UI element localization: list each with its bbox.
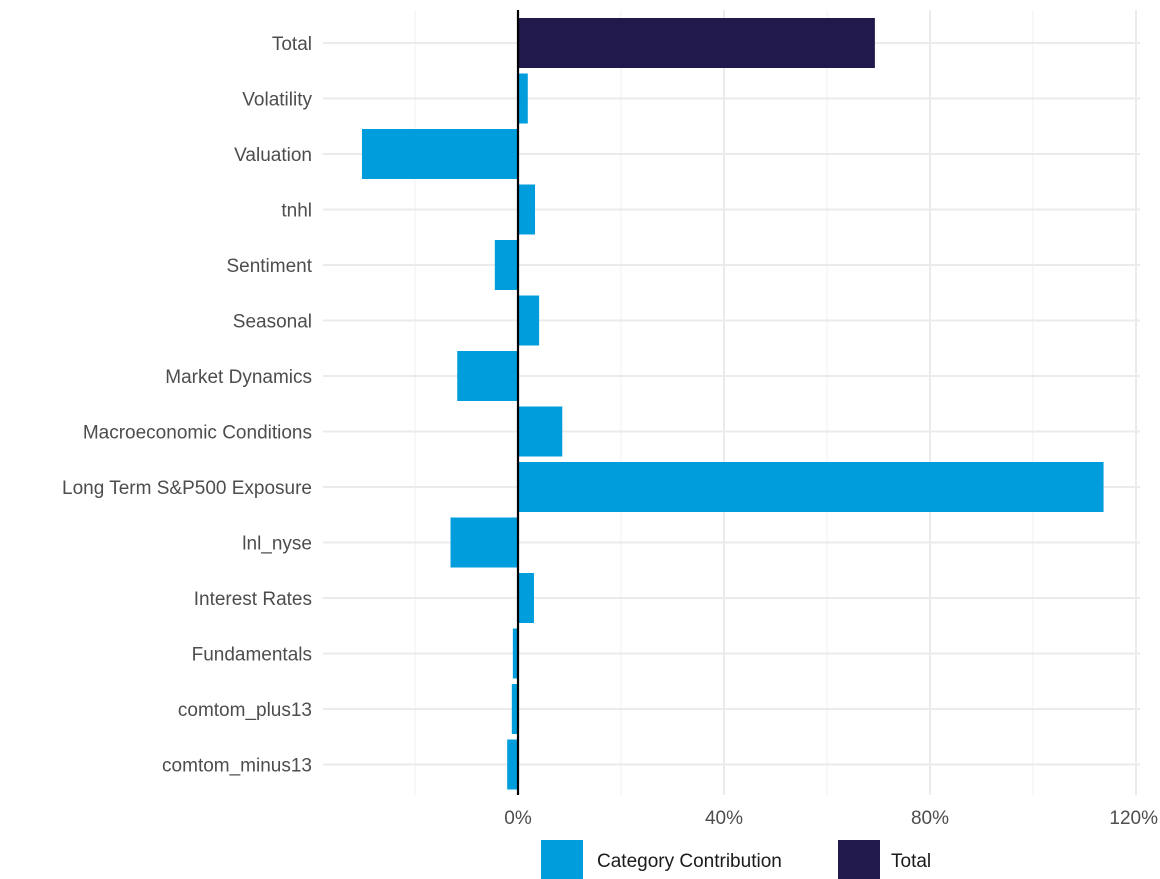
- bar-long-term-s-p500-exposure: [518, 462, 1104, 512]
- legend-key: [541, 840, 583, 879]
- category-label: Macroeconomic Conditions: [83, 423, 312, 444]
- bar-fundamentals: [512, 628, 518, 679]
- category-label: Long Term S&P500 Exposure: [62, 478, 312, 499]
- category-label: Seasonal: [233, 312, 312, 333]
- bars: [361, 18, 1104, 790]
- bar-tnhl: [518, 184, 535, 235]
- x-tick-label: 40%: [705, 808, 743, 829]
- category-label: lnl_nyse: [242, 534, 312, 555]
- bar-comtom-minus13: [507, 739, 518, 790]
- category-label: Volatility: [242, 90, 312, 111]
- category-label: Fundamentals: [192, 645, 312, 666]
- bar-macroeconomic-conditions: [518, 406, 563, 457]
- bar-sentiment: [494, 240, 518, 290]
- bar-lnl-nyse: [450, 517, 518, 568]
- bar-comtom-plus13: [511, 684, 518, 734]
- category-label: Valuation: [234, 145, 312, 166]
- legend-label: Category Contribution: [597, 851, 782, 872]
- major-gridlines: [323, 10, 1140, 795]
- category-label: Market Dynamics: [165, 367, 312, 388]
- bar-market-dynamics: [457, 351, 518, 401]
- category-labels: Total Volatility Valuation tnhl Sentiment Sea…: [62, 34, 313, 777]
- bar-total: [518, 18, 875, 68]
- category-label: comtom_plus13: [178, 700, 312, 721]
- minor-gridlines: [414, 10, 1034, 795]
- x-tick-label: 0%: [504, 808, 532, 829]
- bar-seasonal: [518, 295, 540, 346]
- category-label: tnhl: [281, 201, 312, 222]
- bar-interest-rates: [518, 573, 534, 623]
- x-tick-label: 120%: [1109, 808, 1158, 829]
- x-tick-label: 80%: [911, 808, 949, 829]
- category-label: Interest Rates: [194, 589, 312, 610]
- category-label: Total: [272, 34, 312, 55]
- bar-valuation: [361, 129, 518, 179]
- bar-volatility: [518, 73, 528, 124]
- legend-label: Total: [891, 851, 931, 872]
- legend: Category Contribution Total: [541, 840, 931, 879]
- category-label: Sentiment: [226, 256, 312, 277]
- category-label: comtom_minus13: [162, 756, 312, 777]
- legend-key: [838, 840, 880, 879]
- x-tick-labels: 0% 40% 80% 120%: [504, 808, 1158, 829]
